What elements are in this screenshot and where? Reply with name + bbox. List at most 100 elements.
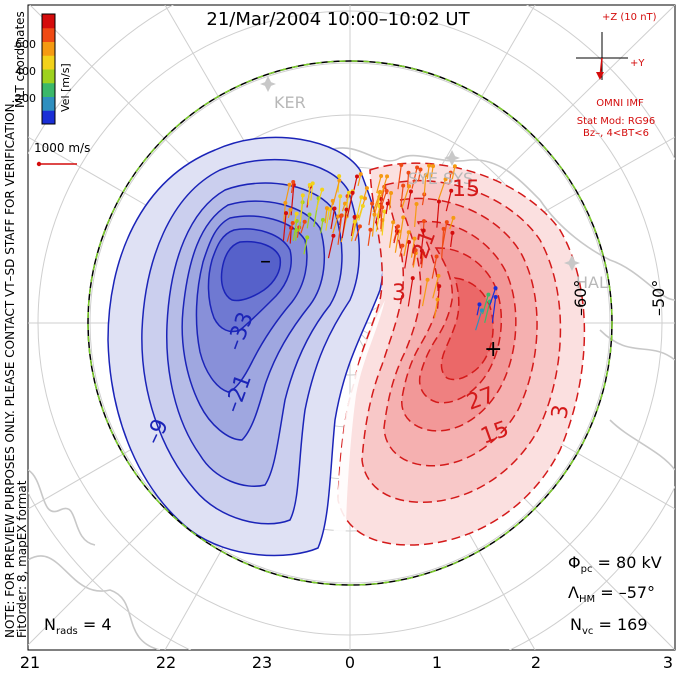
velocity-vector-origin: [294, 228, 299, 233]
hm-boundary-dash: [87, 60, 613, 586]
velocity-vector: [404, 241, 410, 269]
velocity-vector-origin: [364, 186, 369, 191]
velocity-vector-origin: [324, 206, 329, 211]
imf-source: OMNI IMF: [596, 98, 644, 109]
velocity-colorbar: 200 400 600 Vel [m/s]: [15, 13, 72, 125]
velocity-vector-origin: [436, 199, 441, 204]
colorbar-outline: [41, 13, 56, 125]
velocity-vector-origin: [477, 302, 482, 307]
velocity-vector-origin: [435, 297, 440, 302]
velocity-vector: [354, 226, 361, 242]
velocity-vector-origin: [359, 195, 364, 200]
velocity-vector-origin: [441, 226, 446, 231]
velocity-vector-origin: [452, 164, 457, 169]
velocity-vector-origin: [396, 224, 401, 229]
velocity-vector-origin: [370, 201, 375, 206]
velocity-vector: [475, 310, 483, 331]
coordinates-label: MLT coordinates: [13, 11, 27, 108]
velocity-vector-origin: [302, 219, 307, 224]
velocity-vector-origin: [419, 248, 424, 253]
velocity-vector-origin: [357, 224, 362, 229]
contour-label-pos-15b: 15: [452, 177, 480, 202]
station-markers: [260, 76, 580, 271]
velocity-vector-origin: [380, 205, 385, 210]
velocity-vector: [397, 164, 402, 190]
velocity-vector-origin: [436, 273, 441, 278]
fit-order-note: FitOrder: 8, mapEX format: [15, 480, 29, 638]
velocity-vector-origin: [320, 187, 325, 192]
velocity-vector-origin: [449, 188, 454, 193]
velocity-vector-origin: [337, 174, 342, 179]
velocity-vector-origin: [307, 212, 312, 217]
velocity-vector-origin: [355, 174, 360, 179]
velocity-vector-origin: [425, 277, 430, 282]
imf-y-label: +Y: [630, 58, 645, 69]
velocity-vector: [436, 201, 440, 228]
velocity-vector: [371, 214, 376, 237]
velocity-vector: [437, 179, 447, 200]
velocity-vector: [489, 287, 497, 306]
velocity-vector-origin: [358, 172, 363, 177]
velocity-vector: [419, 230, 425, 259]
stat-lambda-hm: ΛHM = –57°: [568, 583, 655, 605]
imf-vector-arrowhead: [596, 72, 604, 80]
velocity-vector: [303, 237, 308, 255]
colorbar-cell: [42, 82, 55, 97]
velocity-vector: [414, 203, 418, 228]
station-label-hal: HAL: [576, 273, 608, 292]
stat-phi-pc-value: 80 kV: [616, 553, 662, 572]
velocity-vector-origin: [423, 173, 428, 178]
velocity-vector: [380, 186, 385, 207]
station-label-ker: KER: [274, 93, 306, 112]
velocity-vector-origin: [338, 194, 343, 199]
station-label-sye: SYE SYS: [408, 169, 473, 188]
velocity-vector-origin: [283, 200, 288, 205]
velocity-vector: [376, 175, 382, 194]
velocity-vector: [300, 221, 306, 234]
velocity-vector: [484, 301, 491, 323]
velocity-vector-origin: [343, 201, 348, 206]
velocity-vector: [380, 207, 383, 229]
velocity-vector-origin: [415, 165, 420, 170]
velocity-vector-origin: [294, 211, 299, 216]
velocity-vector-origin: [350, 190, 355, 195]
velocity-vector: [432, 275, 440, 299]
velocity-vector-origin: [493, 294, 498, 299]
velocity-vector: [332, 180, 340, 206]
velocity-vector: [420, 253, 424, 268]
velocity-vector: [368, 203, 373, 226]
velocity-vector: [338, 196, 341, 215]
velocity-vector-origin: [379, 174, 384, 179]
velocity-vector-origin: [407, 184, 412, 189]
velocity-vector-origin: [399, 163, 404, 168]
velocity-vector: [372, 191, 381, 213]
velocity-vector-origin: [437, 284, 442, 289]
mlt-tick-0: 0: [345, 653, 355, 672]
station-marker-ker: [260, 76, 276, 92]
velocity-vector-origin: [401, 183, 406, 188]
velocity-vector-origin: [418, 167, 423, 172]
velocity-vector-origin: [406, 230, 411, 235]
velocity-vector: [401, 186, 410, 209]
velocity-vector-origin: [336, 214, 341, 219]
velocity-vector-origin: [307, 183, 312, 188]
velocity-vector: [346, 192, 354, 217]
velocity-vector: [375, 215, 380, 232]
velocity-vector: [324, 208, 328, 224]
mlt-tick-22: 22: [156, 653, 176, 672]
potential-max-marker: +: [484, 337, 502, 362]
velocity-vector-origin: [448, 170, 453, 175]
velocity-vector: [437, 286, 440, 309]
colorbar-cell: [42, 96, 55, 111]
velocity-vector-origin: [412, 236, 417, 241]
velocity-vector-origin: [346, 190, 351, 195]
velocity-vector-origin: [384, 188, 389, 193]
velocity-vector: [400, 185, 404, 208]
velocity-vector: [451, 166, 456, 180]
velocity-vector: [357, 173, 362, 187]
velocity-vector-origin: [305, 235, 310, 240]
velocity-vector-origin: [294, 218, 299, 223]
stat-n-vc: Nvc = 169: [570, 615, 648, 637]
